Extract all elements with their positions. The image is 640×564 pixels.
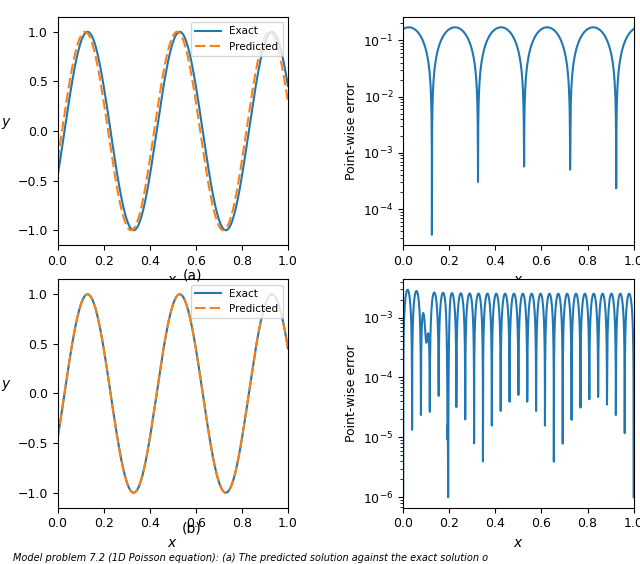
- Predicted: [166, 41, 173, 47]
- Predicted: [54, 435, 61, 442]
- Y-axis label: Point-wise error: Point-wise error: [344, 345, 358, 442]
- Predicted: [81, 28, 89, 35]
- Exact: [268, 28, 276, 35]
- Legend: Exact, Predicted: Exact, Predicted: [191, 285, 283, 318]
- Line: Exact: Exact: [58, 294, 288, 493]
- Y-axis label: Point-wise error: Point-wise error: [344, 82, 358, 180]
- X-axis label: $x$: $x$: [513, 274, 524, 288]
- Exact: [54, 435, 61, 442]
- Predicted: [278, 311, 285, 318]
- Text: (b): (b): [182, 522, 202, 536]
- Exact: [222, 227, 230, 233]
- Exact: [160, 345, 168, 352]
- Predicted: [284, 98, 292, 105]
- Exact: [278, 49, 285, 56]
- Exact: [160, 83, 168, 90]
- Predicted: [65, 80, 73, 87]
- Legend: Exact, Predicted: Exact, Predicted: [191, 22, 283, 56]
- Exact: [166, 51, 173, 58]
- Exact: [268, 291, 276, 298]
- Predicted: [284, 345, 292, 352]
- Y-axis label: $y$: $y$: [1, 378, 12, 394]
- Predicted: [54, 157, 61, 164]
- X-axis label: $x$: $x$: [168, 274, 178, 288]
- Predicted: [278, 60, 285, 67]
- Predicted: [176, 291, 184, 298]
- Exact: [236, 451, 243, 458]
- Predicted: [236, 450, 243, 457]
- Exact: [65, 95, 73, 102]
- Exact: [278, 49, 285, 55]
- Exact: [278, 311, 285, 318]
- Line: Exact: Exact: [58, 32, 288, 230]
- Line: Predicted: Predicted: [58, 32, 288, 230]
- Predicted: [236, 174, 243, 180]
- X-axis label: $x$: $x$: [168, 536, 178, 550]
- Predicted: [278, 312, 285, 319]
- Exact: [284, 345, 292, 352]
- X-axis label: $x$: $x$: [513, 536, 524, 550]
- Text: Model problem 7.2 (1D Poisson equation): (a) The predicted solution against the : Model problem 7.2 (1D Poisson equation):…: [13, 553, 488, 563]
- Exact: [222, 490, 230, 496]
- Exact: [284, 82, 292, 89]
- Exact: [278, 312, 285, 319]
- Exact: [236, 188, 243, 195]
- Predicted: [160, 67, 168, 74]
- Predicted: [127, 227, 135, 233]
- Text: (a): (a): [182, 268, 202, 282]
- Exact: [65, 358, 73, 365]
- Predicted: [65, 358, 73, 364]
- Predicted: [222, 490, 230, 496]
- Predicted: [166, 313, 173, 320]
- Line: Predicted: Predicted: [58, 294, 288, 493]
- Predicted: [160, 345, 168, 352]
- Exact: [166, 314, 173, 320]
- Predicted: [278, 61, 285, 68]
- Exact: [54, 173, 61, 179]
- Y-axis label: $y$: $y$: [1, 116, 12, 131]
